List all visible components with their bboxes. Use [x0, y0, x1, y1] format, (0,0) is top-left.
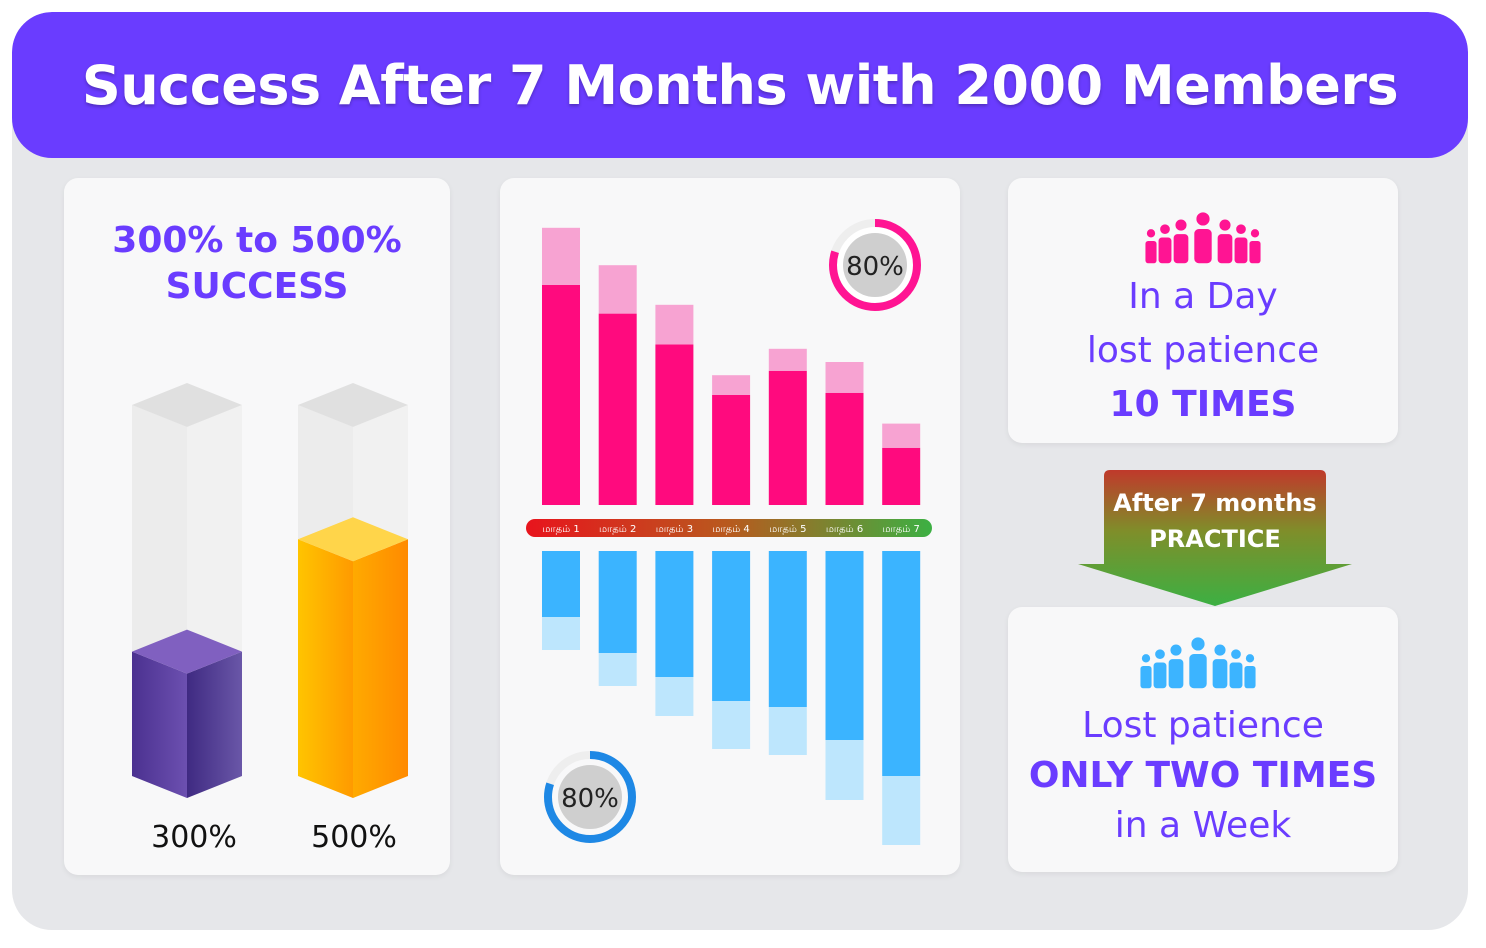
bar-lightblue-month-5 [768, 707, 807, 755]
pillar-bar-top [298, 517, 408, 562]
success-title-line2: SUCCESS [165, 266, 349, 307]
pillar-chart [132, 383, 408, 798]
group-people-icon [1138, 635, 1258, 690]
before-line3: 10 TIMES [1109, 384, 1297, 425]
bar-lightblue-month-3 [655, 677, 694, 716]
month-label-7: மாதம் 7 [883, 524, 920, 535]
arrow-line2: PRACTICE [1149, 525, 1281, 553]
after-card: Lost patience ONLY TWO TIMES in a Week [1008, 607, 1398, 872]
donut-bottom-label: 80% [561, 784, 619, 814]
month-axis-band [526, 519, 932, 537]
bar-blue-month-2 [598, 551, 637, 653]
bar-lightpink-month-1 [542, 227, 580, 285]
bar-pink-month-1 [542, 285, 580, 505]
arrow-label: After 7 months PRACTICE [1100, 485, 1330, 557]
after-line2: ONLY TWO TIMES [1028, 755, 1378, 796]
bar-lightpink-month-4 [712, 375, 751, 395]
bar-pink-month-7 [882, 447, 921, 505]
bar-lightpink-month-7 [882, 423, 921, 448]
down-arrow [1078, 470, 1352, 606]
pillar-bar-500% [298, 539, 353, 798]
pillar-bar-top [132, 629, 242, 674]
bar-pink-month-2 [598, 313, 637, 505]
page-title: Success After 7 Months with 2000 Members [81, 53, 1399, 117]
arrow-line1: After 7 months [1113, 489, 1317, 517]
group-people-icon [1143, 210, 1263, 265]
month-label-6: மாதம் 6 [826, 524, 863, 535]
monthly-chart-card: மாதம் 1 மாதம் 2 மாதம் 3 மாதம் 4 மாதம் 5 மாதம்… [500, 178, 960, 875]
month-label-5: மாதம் 5 [769, 524, 806, 535]
bar-blue-month-7 [882, 551, 921, 776]
pillar-bar-side [353, 539, 408, 798]
bar-lightpink-month-5 [768, 348, 807, 371]
month-label-3: மாதம் 3 [656, 524, 693, 535]
bar-lightblue-month-7 [882, 776, 921, 845]
month-label-4: மாதம் 4 [712, 524, 749, 535]
after-line3: in a Week [1114, 805, 1292, 846]
bar-lightpink-month-2 [598, 265, 637, 314]
month-label-1: மாதம் 1 [542, 524, 579, 535]
bar-blue-month-1 [542, 551, 580, 617]
pillar-label-a: 300% [151, 820, 237, 855]
donut-top: 80% [829, 219, 921, 311]
bar-lightblue-month-1 [542, 617, 580, 650]
bar-blue-month-6 [825, 551, 864, 740]
monthly-bar-chart: மாதம் 1 மாதம் 2 மாதம் 3 மாதம் 4 மாதம் 5 மாதம்… [526, 219, 932, 845]
before-card: In a Day lost patience 10 TIMES [1008, 178, 1398, 443]
bar-lightblue-month-4 [712, 701, 751, 749]
bar-blue-month-4 [712, 551, 751, 701]
pillar-label-b: 500% [311, 820, 397, 855]
bar-lightpink-month-6 [825, 362, 864, 393]
month-label-2: மாதம் 2 [599, 524, 636, 535]
bar-pink-month-3 [655, 344, 694, 505]
before-line2: lost patience [1086, 330, 1320, 371]
pillar-bar-300% [132, 651, 187, 798]
pillar-bar-side [187, 651, 242, 798]
bar-pink-month-5 [768, 370, 807, 505]
bar-lightblue-month-6 [825, 740, 864, 800]
bar-lightpink-month-3 [655, 304, 694, 345]
success-title: 300% to 500% SUCCESS [64, 218, 450, 310]
bar-blue-month-3 [655, 551, 694, 677]
bar-lightblue-month-2 [598, 653, 637, 686]
donut-bottom: 80% [544, 751, 636, 843]
bar-pink-month-6 [825, 392, 864, 505]
bar-blue-month-5 [768, 551, 807, 707]
after-line1: Lost patience [1082, 705, 1324, 746]
donut-top-label: 80% [846, 252, 904, 282]
success-card: 300% to 500% SUCCESS 300% 500% [64, 178, 450, 875]
bar-pink-month-4 [712, 395, 751, 505]
before-line1: In a Day [1128, 276, 1278, 317]
header-banner: Success After 7 Months with 2000 Members [12, 12, 1468, 158]
success-title-line1: 300% to 500% [112, 220, 402, 261]
